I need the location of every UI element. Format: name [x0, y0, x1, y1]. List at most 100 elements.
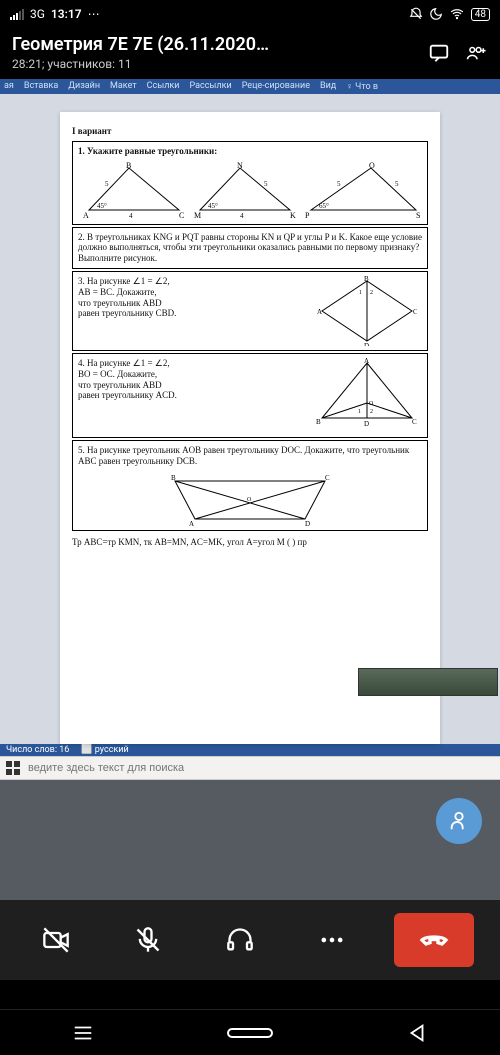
nav-menu-button[interactable] [53, 1015, 113, 1051]
ribbon-tab[interactable]: ая [4, 81, 14, 92]
svg-text:45°: 45° [97, 202, 107, 210]
svg-text:A: A [317, 308, 322, 316]
mic-toggle-button[interactable] [118, 913, 178, 967]
meeting-stage [0, 780, 500, 900]
svg-text:5: 5 [105, 180, 109, 188]
android-status-bar: 3G 13:17 ⋯ 48 [0, 0, 500, 28]
spacer [0, 980, 500, 996]
nav-back-button[interactable] [387, 1015, 447, 1051]
triangle-abc: A B C 5 45° 4 [79, 160, 189, 220]
chat-icon[interactable] [428, 42, 450, 64]
more-options-button[interactable] [302, 913, 362, 967]
raise-hand-button[interactable] [436, 798, 482, 844]
task-1: 1. Укажите равные треугольники: ABC 5 45… [72, 141, 428, 225]
status-left: 3G 13:17 ⋯ [10, 7, 100, 21]
task-3-line: AB = BC. Докажите, [78, 287, 306, 298]
task-2-text: 2. В треугольниках KNG и PQT равны сторо… [78, 232, 422, 264]
more-dots: ⋯ [88, 7, 100, 21]
svg-text:A: A [83, 211, 89, 220]
svg-text:4: 4 [240, 212, 244, 220]
dnd-icon [409, 7, 423, 21]
svg-text:B: B [126, 161, 131, 170]
nav-home-button[interactable] [220, 1015, 280, 1051]
svg-text:D: D [364, 420, 369, 428]
ribbon-tab[interactable]: Дизайн [68, 81, 100, 92]
svg-text:A: A [189, 520, 194, 526]
svg-text:45°: 45° [208, 202, 218, 210]
variant-heading: I вариант [72, 126, 428, 137]
clock: 13:17 [51, 7, 82, 21]
word-status-bar: Число слов: 16 ⬜ русский [0, 744, 500, 756]
svg-text:D: D [364, 342, 369, 346]
camera-toggle-button[interactable] [26, 913, 86, 967]
task-3-line: 3. На рисунке ∠1 = ∠2, [78, 276, 306, 287]
meeting-header: Геометрия 7Е 7Е (26.11.2020… 28:21; учас… [0, 28, 500, 79]
task-3-line: что треугольник ABD [78, 298, 306, 309]
word-ribbon: ая Вставка Дизайн Макет Ссылки Рассылки … [0, 79, 500, 94]
svg-text:S: S [416, 211, 420, 220]
svg-text:B: B [364, 276, 369, 283]
ribbon-tab[interactable]: Ссылки [147, 81, 180, 92]
svg-text:K: K [290, 211, 296, 220]
document-page: I вариант 1. Укажите равные треугольники… [60, 112, 440, 744]
svg-text:A: A [364, 358, 369, 365]
network-type: 3G [30, 7, 45, 21]
task-4: 4. На рисунке ∠1 = ∠2, BO = OC. Докажите… [72, 353, 428, 438]
svg-text:O: O [247, 497, 252, 503]
task-4-line: что треугольник ABD [78, 380, 306, 391]
ribbon-tab[interactable]: Вставка [24, 81, 58, 92]
svg-text:D: D [305, 520, 310, 526]
svg-text:4: 4 [129, 212, 133, 220]
svg-text:C: C [179, 211, 184, 220]
task-4-line: 4. На рисунке ∠1 = ∠2, [78, 358, 306, 369]
svg-text:M: M [194, 211, 201, 220]
windows-start-icon[interactable] [6, 761, 20, 775]
figure-task4: A BC DO 12 [312, 358, 422, 433]
task-1-title: 1. Укажите равные треугольники: [78, 146, 422, 157]
call-control-bar [0, 900, 500, 980]
task-3: 3. На рисунке ∠1 = ∠2, AB = BC. Докажите… [72, 271, 428, 351]
audio-device-button[interactable] [210, 913, 270, 967]
svg-text:N: N [237, 161, 243, 170]
svg-text:C: C [413, 308, 417, 316]
task-2: 2. В треугольниках KNG и PQT равны сторо… [72, 227, 428, 269]
meeting-title: Геометрия 7Е 7Е (26.11.2020… [12, 34, 342, 55]
svg-text:1: 1 [359, 290, 362, 296]
ribbon-tab[interactable]: Макет [110, 81, 137, 92]
windows-search-input[interactable] [26, 760, 494, 776]
android-nav-bar [0, 1009, 500, 1055]
svg-text:5: 5 [264, 180, 268, 188]
document-viewport: I вариант 1. Укажите равные треугольники… [0, 94, 500, 744]
ribbon-tab[interactable]: Вид [320, 81, 336, 92]
svg-text:C: C [412, 418, 417, 426]
ribbon-tab[interactable]: Реце-сирование [242, 81, 310, 92]
triangle-pos: POS 55 65° [301, 160, 421, 220]
battery-indicator: 48 [471, 8, 490, 21]
svg-text:5: 5 [395, 180, 399, 188]
svg-text:2: 2 [370, 409, 373, 415]
svg-text:O: O [369, 161, 375, 170]
svg-text:5: 5 [337, 180, 341, 188]
svg-text:2: 2 [370, 290, 373, 296]
participant-video-thumbnail[interactable] [358, 668, 498, 696]
add-participant-icon[interactable] [466, 42, 488, 64]
svg-text:P: P [305, 211, 310, 220]
word-language[interactable]: ⬜ русский [81, 745, 128, 755]
task-5: 5. На рисунке треугольник AOB равен треу… [72, 440, 428, 531]
svg-text:1: 1 [358, 409, 361, 415]
signal-icon [10, 8, 24, 20]
task-4-line: BO = OC. Докажите, [78, 369, 306, 380]
ribbon-tab[interactable]: Рассылки [189, 81, 231, 92]
answer-text: Тр АВС=тр KMN, тк AB=MN, AC=MK, угол A=у… [72, 537, 428, 548]
moon-icon [429, 7, 443, 21]
svg-text:O: O [369, 401, 374, 407]
hangup-button[interactable] [394, 913, 474, 967]
task-3-line: равен треугольнику CBD. [78, 308, 306, 319]
word-count[interactable]: Число слов: 16 [6, 745, 69, 755]
ribbon-tell-me[interactable]: ♀ Что в [346, 81, 378, 92]
figure-rhombus: B C D A 1 2 [317, 276, 417, 346]
windows-search-row [0, 756, 500, 780]
svg-text:B: B [171, 474, 176, 482]
status-right: 48 [409, 7, 490, 21]
svg-text:C: C [325, 474, 330, 482]
